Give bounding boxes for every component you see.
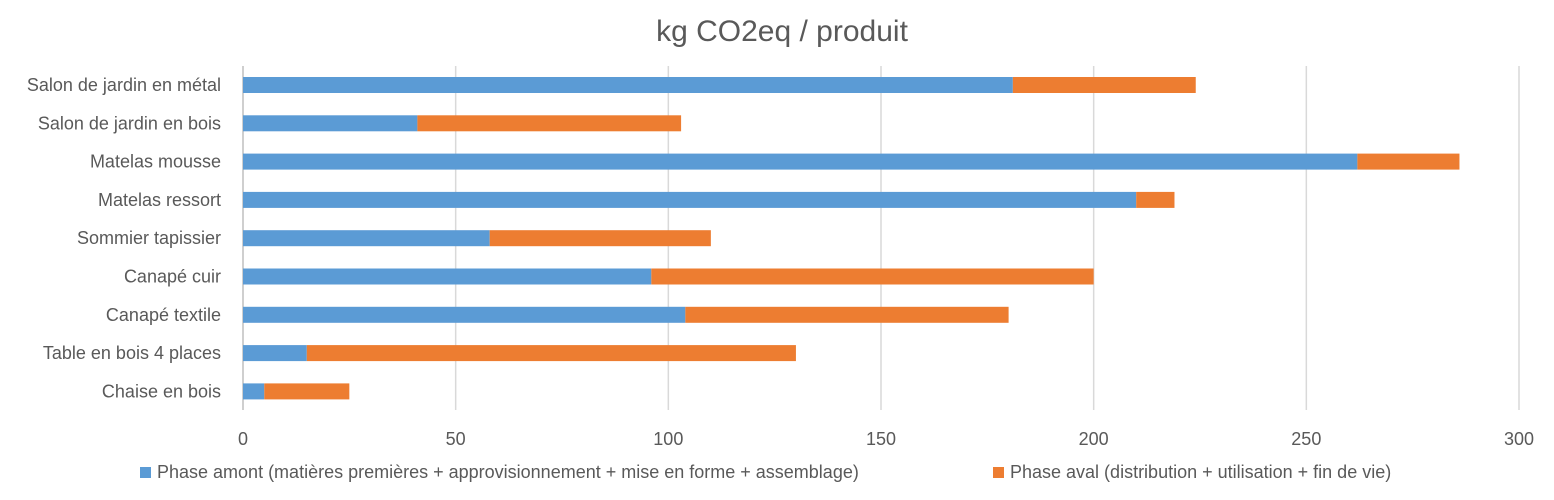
category-label: Canapé textile: [106, 305, 221, 325]
bar-phase-amont: [243, 345, 307, 362]
category-label: Salon de jardin en bois: [38, 113, 221, 133]
bar-phase-aval: [489, 230, 711, 247]
bar-phase-aval: [1012, 77, 1196, 93]
bar-phase-amont: [243, 383, 265, 400]
legend-label: Phase aval (distribution + utilisation +…: [1010, 462, 1391, 482]
bar-phase-aval: [264, 383, 350, 400]
category-label: Chaise en bois: [102, 381, 221, 401]
x-tick-label: 100: [653, 429, 683, 449]
bar-phase-amont: [243, 191, 1137, 208]
bar-phase-aval: [1136, 191, 1175, 208]
category-label: Matelas ressort: [98, 190, 221, 210]
bar-phase-amont: [243, 153, 1358, 170]
x-tick-label: 300: [1504, 429, 1534, 449]
chart-title: kg CO2eq / produit: [656, 15, 908, 48]
x-tick-label: 50: [446, 429, 466, 449]
bar-phase-amont: [243, 268, 652, 285]
bar-phase-amont: [243, 77, 1013, 93]
category-label: Matelas mousse: [90, 152, 221, 172]
x-tick-label: 250: [1291, 429, 1321, 449]
category-label: Salon de jardin en métal: [27, 75, 221, 95]
bars: [243, 77, 1460, 400]
x-tick-label: 150: [866, 429, 896, 449]
bar-phase-aval: [651, 268, 1094, 285]
x-tick-labels: 0 50 100 150 200 250 300: [238, 429, 1534, 449]
x-tick-label: 200: [1079, 429, 1109, 449]
bar-phase-amont: [243, 230, 490, 247]
bar-phase-aval: [306, 345, 796, 362]
legend-swatch: [993, 467, 1004, 478]
category-label: Table en bois 4 places: [43, 343, 221, 363]
legend-label: Phase amont (matières premières + approv…: [157, 462, 859, 482]
bar-phase-aval: [685, 306, 1009, 323]
bar-phase-amont: [243, 306, 686, 323]
category-label: Sommier tapissier: [77, 228, 221, 248]
category-label: Canapé cuir: [124, 267, 221, 287]
x-tick-label: 0: [238, 429, 248, 449]
bar-phase-aval: [417, 115, 682, 132]
legend-swatch: [140, 467, 151, 478]
bar-phase-amont: [243, 115, 418, 132]
bar-phase-aval: [1357, 153, 1460, 170]
category-labels: Salon de jardin en métal Salon de jardin …: [27, 75, 221, 401]
legend: Phase amont (matières premières + approv…: [140, 462, 1391, 482]
